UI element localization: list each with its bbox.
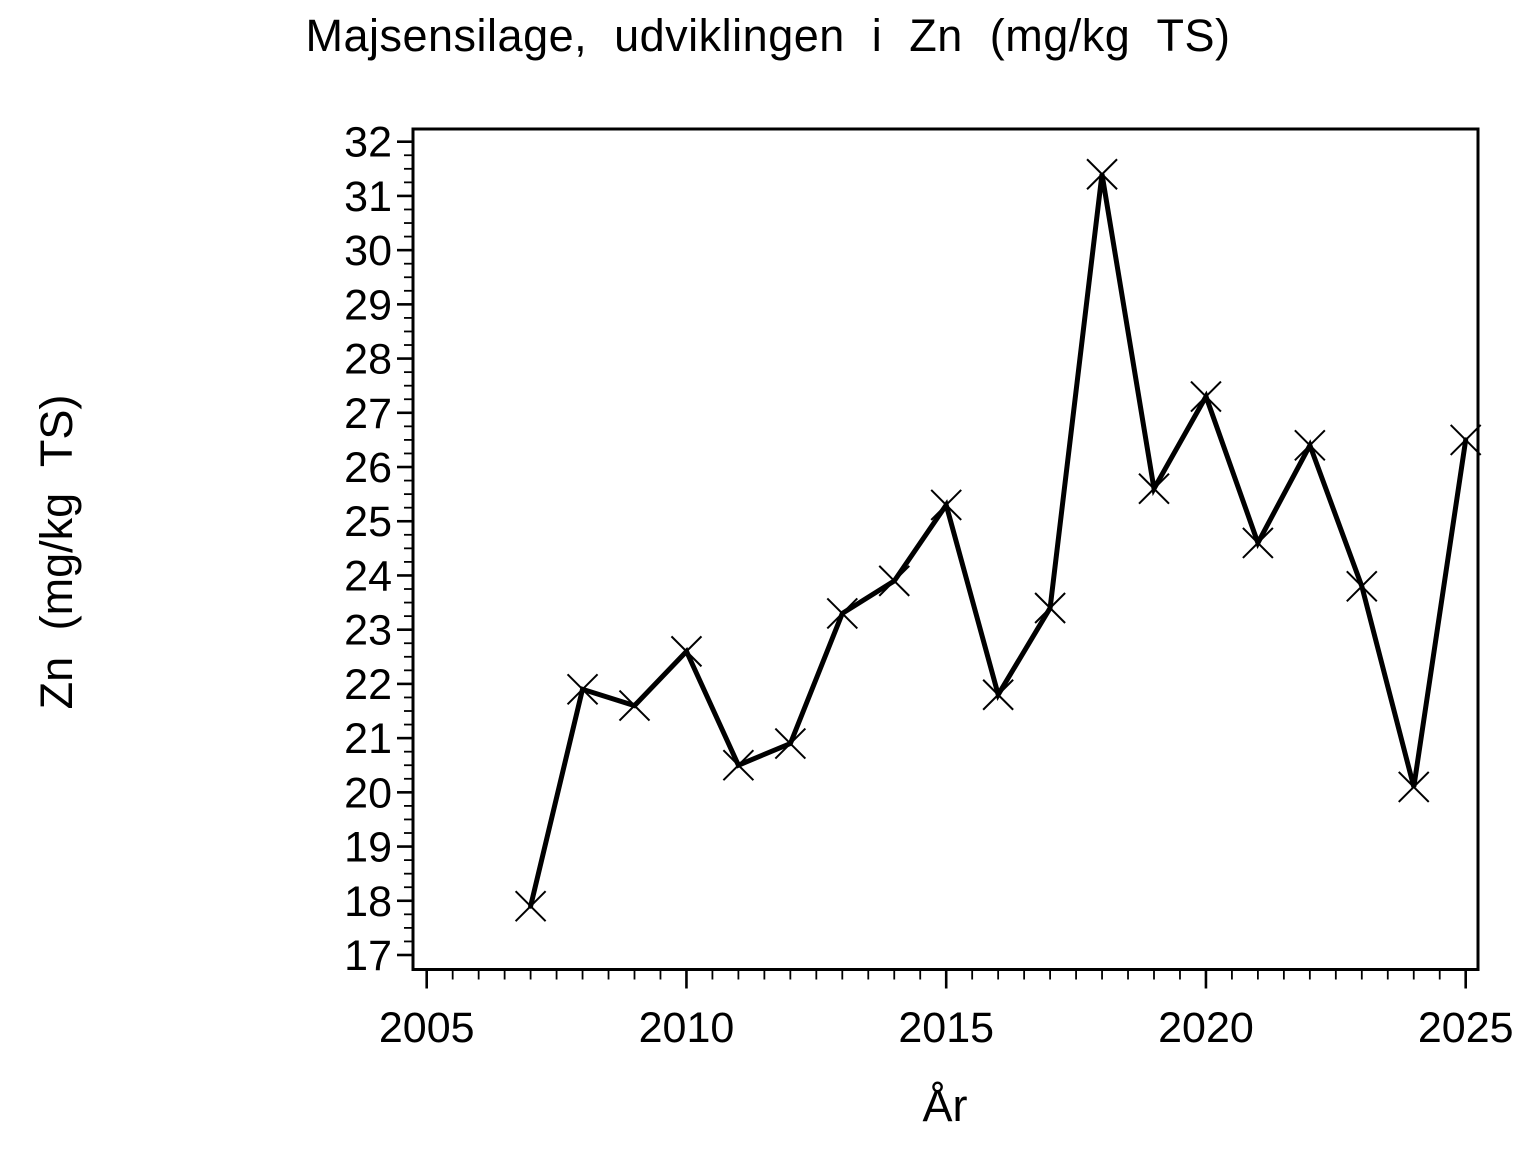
y-tick-label: 23 [344,607,392,655]
plot-frame [411,127,1480,971]
data-point-marker [826,597,859,630]
data-point-marker [670,635,703,668]
x-tick-label: 2010 [639,1004,735,1052]
data-point-marker [878,565,910,597]
x-tick-label: 2020 [1158,1004,1254,1052]
data-point-marker [618,689,651,722]
x-tick-label: 2015 [898,1004,994,1052]
y-tick-label: 29 [344,281,392,329]
data-point-marker [982,679,1014,711]
y-tick-label: 18 [344,878,392,926]
data-point-marker [930,489,962,521]
x-axis-title: År [922,1080,968,1131]
data-point-marker [1294,429,1326,462]
data-point-marker [1086,158,1118,190]
data-point-marker [1346,570,1378,603]
y-tick-label: 31 [344,173,392,221]
data-point-marker [1034,592,1066,624]
y-tick-label: 22 [344,661,392,709]
x-tick-label: 2025 [1418,1004,1514,1052]
y-tick-label: 28 [344,336,392,384]
y-tick-label: 19 [344,824,392,872]
data-point-marker [514,890,547,922]
series-line [528,173,1469,909]
y-tick-label: 27 [344,390,392,438]
y-tick-label: 26 [344,444,392,492]
y-tick-label: 17 [344,932,392,980]
data-point-marker [1398,771,1430,803]
data-point-marker [774,727,807,760]
data-point-marker [1190,380,1222,413]
y-tick-label: 21 [344,715,392,763]
y-tick-label: 25 [344,498,392,546]
y-tick-label: 30 [344,227,392,275]
y-tick-label: 20 [344,769,392,817]
y-tick-label: 32 [344,119,392,167]
data-point-marker [1138,473,1170,505]
y-tick-label: 24 [344,552,392,600]
data-point-marker [1449,424,1482,456]
x-tick-label: 2005 [379,1004,475,1052]
chart-title: Majsensilage, udviklingen i Zn (mg/kg TS… [305,10,1231,61]
data-point-marker [1242,527,1274,559]
data-point-marker [722,749,755,781]
data-point-marker [566,673,599,706]
